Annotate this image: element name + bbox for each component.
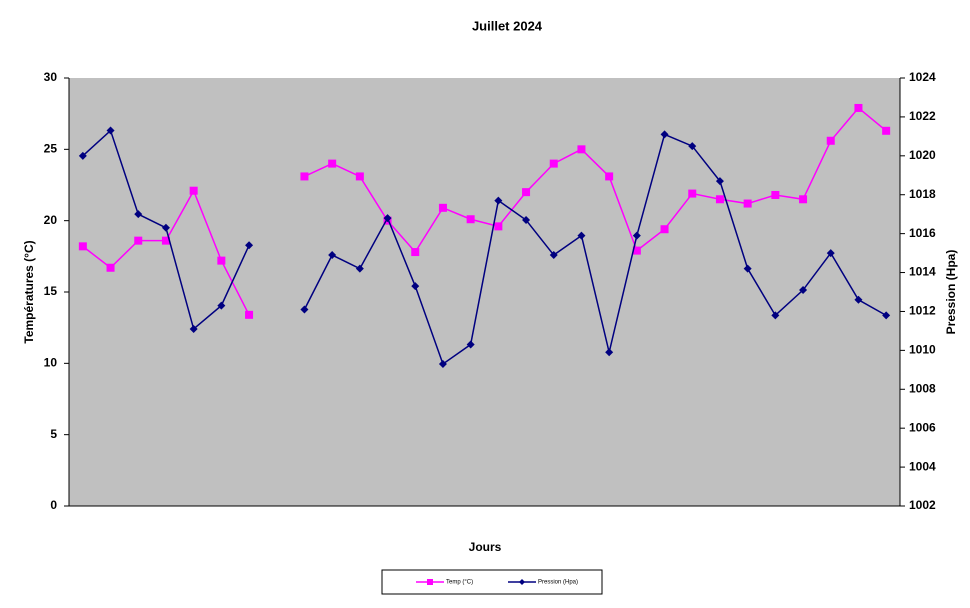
point	[217, 256, 226, 265]
point	[771, 311, 780, 320]
point	[854, 103, 863, 112]
y-axis-label: Températures (°C)	[22, 240, 36, 343]
point	[217, 301, 226, 310]
point	[799, 286, 808, 295]
point	[189, 186, 198, 195]
y2-tick-label: 1010	[909, 343, 936, 357]
y2-tick-label: 1006	[909, 420, 936, 434]
point	[605, 172, 614, 181]
y2-axis-label: Pression (Hpa)	[944, 250, 958, 335]
point	[799, 195, 808, 204]
point	[78, 242, 87, 251]
point	[660, 130, 669, 139]
y-tick-label: 20	[44, 213, 58, 227]
plot-area	[69, 78, 900, 506]
point	[466, 215, 475, 224]
point	[743, 264, 752, 273]
point	[577, 231, 586, 240]
point	[743, 199, 752, 208]
point	[161, 223, 170, 232]
point	[715, 195, 724, 204]
y2-tick-label: 1014	[909, 265, 936, 279]
point	[660, 225, 669, 234]
point	[161, 236, 170, 245]
point	[549, 251, 558, 260]
point	[688, 142, 697, 151]
point	[577, 145, 586, 154]
point	[300, 172, 309, 181]
point	[854, 295, 863, 304]
point	[826, 136, 835, 145]
legend-marker	[427, 579, 433, 585]
legend-label: Temp (°C)	[446, 580, 473, 586]
y2-tick-label: 1002	[909, 498, 936, 512]
point	[134, 210, 143, 219]
point	[300, 305, 309, 314]
point	[522, 188, 531, 197]
point	[632, 231, 641, 240]
point	[466, 340, 475, 349]
y2-tick-label: 1024	[909, 70, 936, 84]
point	[494, 196, 503, 205]
y-tick-label: 25	[44, 142, 58, 156]
point	[715, 177, 724, 186]
legend-marker	[519, 579, 525, 585]
point	[355, 172, 364, 181]
point	[494, 222, 503, 231]
point	[882, 311, 891, 320]
y2-tick-label: 1016	[909, 226, 936, 240]
point	[605, 348, 614, 357]
point	[771, 190, 780, 199]
point	[438, 359, 447, 368]
y-tick-label: 30	[44, 70, 58, 84]
y-tick-label: 10	[44, 356, 58, 370]
point	[411, 248, 420, 257]
point	[328, 251, 337, 260]
point	[522, 216, 531, 225]
point	[632, 246, 641, 255]
point	[245, 241, 254, 250]
y2-tick-label: 1022	[909, 109, 936, 123]
y2-tick-label: 1004	[909, 459, 936, 473]
point	[189, 324, 198, 333]
point	[245, 310, 254, 319]
point	[688, 189, 697, 198]
point	[106, 126, 115, 135]
point	[383, 214, 392, 223]
y-tick-label: 15	[44, 284, 58, 298]
point	[78, 151, 87, 160]
legend-label: Pression (Hpa)	[538, 580, 578, 586]
point	[328, 159, 337, 168]
y2-tick-label: 1012	[909, 304, 936, 318]
point	[826, 249, 835, 258]
point	[438, 203, 447, 212]
y2-tick-label: 1008	[909, 381, 936, 395]
y2-tick-label: 1018	[909, 187, 936, 201]
point	[134, 236, 143, 245]
point	[882, 126, 891, 135]
point	[106, 263, 115, 272]
point	[355, 264, 364, 273]
y-tick-label: 5	[50, 427, 57, 441]
point	[411, 282, 420, 291]
y-tick-label: 0	[50, 498, 57, 512]
point	[549, 159, 558, 168]
y2-tick-label: 1020	[909, 148, 936, 162]
x-axis-label: Jours	[469, 540, 502, 554]
chart-title: Juillet 2024	[472, 18, 543, 33]
